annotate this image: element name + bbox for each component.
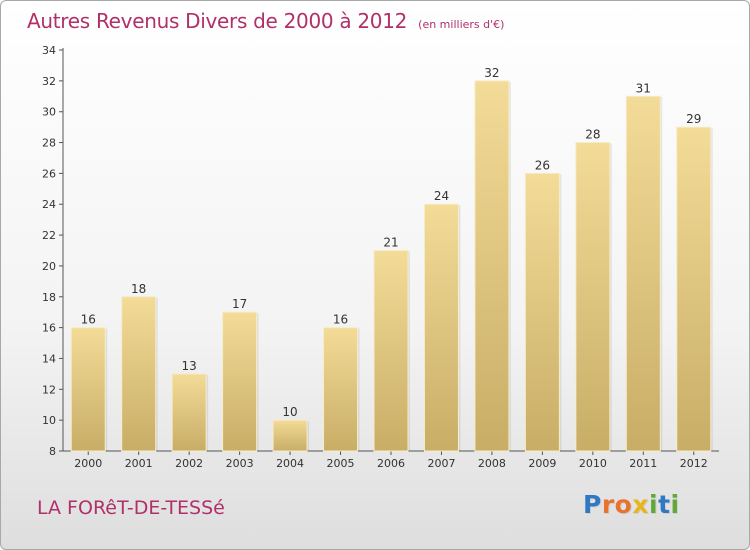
y-tick-label: 26 — [42, 167, 56, 180]
chart-subtitle: (en milliers d'€) — [418, 18, 505, 31]
place-name: LA FORêT-DE-TESSé — [37, 497, 225, 519]
logo-letter: i — [670, 490, 680, 519]
bar — [524, 172, 560, 452]
bar — [676, 126, 712, 452]
data-label: 31 — [636, 81, 651, 95]
data-label: 24 — [434, 189, 449, 203]
logo-letter: t — [658, 490, 671, 519]
bar — [625, 95, 661, 452]
bar — [323, 327, 359, 452]
data-label: 17 — [232, 297, 247, 311]
proxiti-logo: Proxiti — [583, 490, 680, 519]
bar — [575, 142, 611, 452]
logo-letter: r — [601, 490, 615, 519]
bar — [474, 80, 510, 452]
x-tick-label: 2006 — [377, 457, 405, 470]
title-row: Autres Revenus Divers de 2000 à 2012 (en… — [27, 9, 504, 33]
x-tick-label: 2004 — [276, 457, 304, 470]
bar — [171, 373, 207, 452]
logo-letter: o — [614, 490, 633, 519]
y-tick-label: 24 — [42, 198, 56, 211]
data-label: 26 — [535, 158, 550, 172]
data-label: 28 — [585, 128, 600, 142]
data-label: 18 — [131, 282, 146, 296]
x-tick-label: 2002 — [175, 457, 203, 470]
x-tick-label: 2001 — [125, 457, 153, 470]
x-tick-label: 2007 — [427, 457, 455, 470]
logo-letter: i — [649, 490, 659, 519]
y-tick-label: 22 — [42, 229, 56, 242]
logo-letter: P — [583, 490, 602, 519]
y-tick-label: 12 — [42, 383, 56, 396]
y-tick-label: 18 — [42, 291, 56, 304]
y-tick-label: 34 — [42, 44, 56, 57]
bar — [423, 203, 459, 452]
data-label: 13 — [182, 359, 197, 373]
y-tick-label: 10 — [42, 414, 56, 427]
y-tick-label: 20 — [42, 260, 56, 273]
bar — [70, 327, 106, 452]
bar — [373, 250, 409, 452]
logo-letter: x — [632, 490, 649, 519]
x-tick-label: 2011 — [629, 457, 657, 470]
y-tick-label: 28 — [42, 137, 56, 150]
y-tick-label: 8 — [49, 445, 56, 458]
data-label: 16 — [333, 313, 348, 327]
y-tick-label: 14 — [42, 352, 56, 365]
x-tick-label: 2009 — [528, 457, 556, 470]
data-label: 16 — [81, 313, 96, 327]
data-label: 10 — [282, 405, 297, 419]
x-tick-label: 2010 — [579, 457, 607, 470]
chart-title: Autres Revenus Divers de 2000 à 2012 — [27, 9, 408, 33]
bar — [222, 311, 258, 452]
x-tick-label: 2003 — [226, 457, 254, 470]
x-tick-label: 2008 — [478, 457, 506, 470]
axes: 8 10 12 14 16 18 20 22 24 26 28 30 32 34 2000 2001 2002 2… — [42, 44, 719, 470]
y-tick-label: 30 — [42, 106, 56, 119]
bars — [70, 80, 713, 452]
x-tick-label: 2005 — [327, 457, 355, 470]
x-tick-label: 2012 — [680, 457, 708, 470]
x-tick-label: 2000 — [74, 457, 102, 470]
y-tick-label: 32 — [42, 75, 56, 88]
data-label: 21 — [383, 236, 398, 250]
data-label: 29 — [686, 112, 701, 126]
bar — [272, 419, 308, 452]
y-tick-label: 16 — [42, 322, 56, 335]
data-label: 32 — [484, 66, 499, 80]
data-labels: 16 18 13 17 10 16 21 24 32 26 28 31 29 — [81, 66, 702, 419]
bar — [121, 296, 157, 452]
